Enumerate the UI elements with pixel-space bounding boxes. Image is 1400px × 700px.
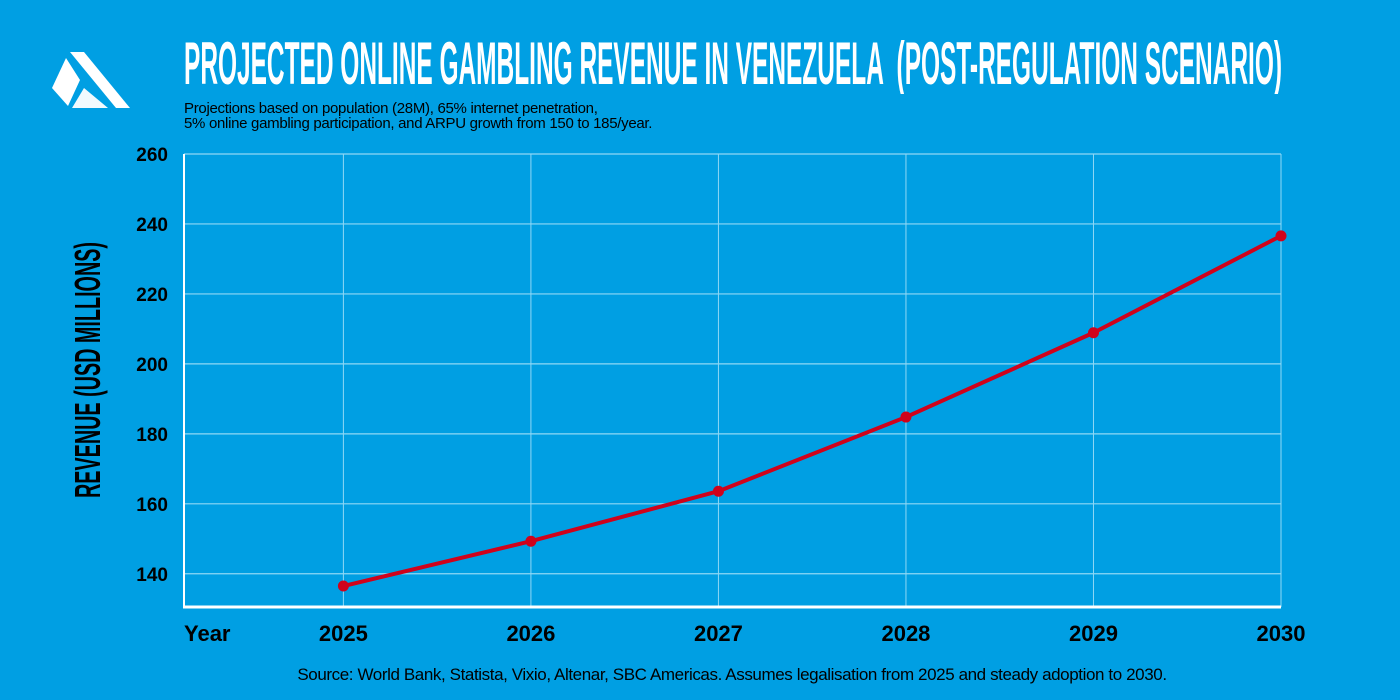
x-tick-label: 2027 <box>694 621 743 646</box>
y-tick-label: 180 <box>136 425 168 446</box>
chart-title-text: PROJECTED ONLINE GAMBLING REVENUE IN VEN… <box>184 30 1282 94</box>
x-tick-label: 2028 <box>881 621 930 646</box>
data-point <box>900 411 912 423</box>
x-tick-label: 2026 <box>506 621 555 646</box>
x-tick-label: 2025 <box>319 621 368 646</box>
triangle-logo-icon <box>52 52 130 108</box>
y-tick-label: 160 <box>136 495 168 516</box>
y-tick-label: 260 <box>136 145 168 166</box>
y-tick-label: 240 <box>136 215 168 236</box>
data-point <box>1275 230 1287 242</box>
data-point <box>1087 327 1099 339</box>
y-axis-label-text: REVENUE (USD MILLIONS) <box>67 242 108 498</box>
data-point <box>712 485 724 497</box>
data-point <box>337 580 349 592</box>
y-tick-label: 200 <box>136 355 168 376</box>
source-note: Source: World Bank, Statista, Vixio, Alt… <box>297 665 1167 684</box>
x-axis-label: Year <box>184 621 231 646</box>
data-point <box>525 535 537 547</box>
y-axis-label: REVENUE (USD MILLIONS) <box>67 242 108 498</box>
chart-title: PROJECTED ONLINE GAMBLING REVENUE IN VEN… <box>184 30 1282 94</box>
x-tick-label: 2030 <box>1257 621 1306 646</box>
chart-subtitle: Projections based on population (28M), 6… <box>184 100 653 132</box>
x-tick-label: 2029 <box>1069 621 1118 646</box>
y-tick-label: 140 <box>136 565 168 586</box>
series-line <box>342 234 1282 588</box>
y-tick-label: 220 <box>136 285 168 306</box>
